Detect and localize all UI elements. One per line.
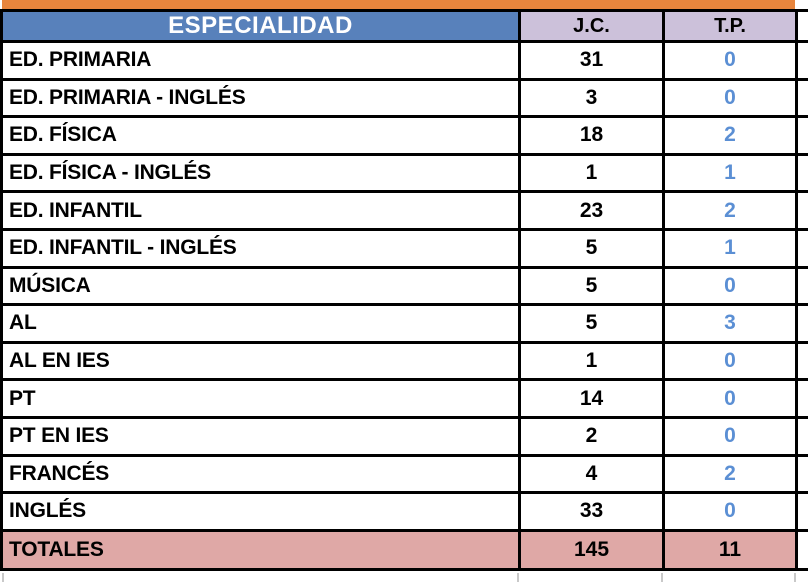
gridline [2,573,4,582]
stub-cell [795,152,808,194]
totals-jc-cell[interactable]: 145 [518,528,665,571]
specialty-cell[interactable]: PT EN IES [0,415,521,457]
specialty-cell[interactable]: AL EN IES [0,340,521,382]
tp-value-cell[interactable]: 0 [662,77,798,119]
specialty-cell[interactable]: PT [0,378,521,419]
specialty-cell[interactable]: INGLÉS [0,491,521,532]
next-row-sliver [0,573,808,582]
stub-cell [795,190,808,231]
table-footer: TOTALES 145 11 [0,528,808,571]
jc-value-cell[interactable]: 5 [518,265,665,307]
jc-value-cell[interactable]: 18 [518,115,665,156]
table-row: ED. FÍSICA 18 2 [0,115,808,156]
stub-cell [795,227,808,269]
specialty-cell[interactable]: ED. INFANTIL - INGLÉS [0,227,521,269]
tp-value-cell[interactable]: 3 [662,303,798,344]
table-row: ED. INFANTIL - INGLÉS 5 1 [0,227,808,269]
tp-value-cell[interactable]: 1 [662,227,798,269]
table-row: FRANCÉS 4 2 [0,453,808,495]
table-row: MÚSICA 5 0 [0,265,808,307]
tp-value-cell[interactable]: 2 [662,453,798,495]
table-row: PT EN IES 2 0 [0,415,808,457]
specialties-table: ESPECIALIDAD J.C. T.P. ED. PRIMARIA 31 0… [0,9,808,571]
jc-value-cell[interactable]: 5 [518,227,665,269]
stub-cell [795,378,808,419]
table-row: AL EN IES 1 0 [0,340,808,382]
specialty-cell[interactable]: FRANCÉS [0,453,521,495]
table-row: ED. FÍSICA - INGLÉS 1 1 [0,152,808,194]
table-row: INGLÉS 33 0 [0,491,808,532]
totals-row: TOTALES 145 11 [0,528,808,571]
jc-value-cell[interactable]: 4 [518,453,665,495]
stub-cell [795,491,808,532]
header-cell-tp[interactable]: T.P. [662,9,798,43]
tp-value-cell[interactable]: 2 [662,190,798,231]
header-cell-jc[interactable]: J.C. [518,9,665,43]
gridline [661,573,663,582]
stub-cell [795,415,808,457]
tp-value-cell[interactable]: 1 [662,152,798,194]
orange-top-bar [2,0,795,9]
header-cell-especialidad[interactable]: ESPECIALIDAD [0,9,521,43]
stub-cell [795,453,808,495]
specialty-cell[interactable]: ED. PRIMARIA - INGLÉS [0,77,521,119]
specialty-cell[interactable]: ED. INFANTIL [0,190,521,231]
tp-value-cell[interactable]: 0 [662,265,798,307]
jc-value-cell[interactable]: 2 [518,415,665,457]
stub-cell [795,40,808,81]
header-row: ESPECIALIDAD J.C. T.P. [0,9,808,43]
jc-value-cell[interactable]: 23 [518,190,665,231]
jc-value-cell[interactable]: 1 [518,152,665,194]
jc-value-cell[interactable]: 14 [518,378,665,419]
totals-stub-cell [795,528,808,571]
specialty-cell[interactable]: ED. PRIMARIA [0,40,521,81]
jc-value-cell[interactable]: 31 [518,40,665,81]
table-row: ED. INFANTIL 23 2 [0,190,808,231]
gridline [517,573,519,582]
table-row: PT 14 0 [0,378,808,419]
gridline [794,573,796,582]
specialty-cell[interactable]: ED. FÍSICA - INGLÉS [0,152,521,194]
table-body: ED. PRIMARIA 31 0 ED. PRIMARIA - INGLÉS … [0,40,808,532]
jc-value-cell[interactable]: 1 [518,340,665,382]
totals-tp-cell[interactable]: 11 [662,528,798,571]
table-header: ESPECIALIDAD J.C. T.P. [0,9,808,43]
specialty-cell[interactable]: AL [0,303,521,344]
totals-label-cell[interactable]: TOTALES [0,528,521,571]
tp-value-cell[interactable]: 0 [662,415,798,457]
stub-cell [795,265,808,307]
stub-cell [795,77,808,119]
tp-value-cell[interactable]: 0 [662,340,798,382]
jc-value-cell[interactable]: 5 [518,303,665,344]
table-row: AL 5 3 [0,303,808,344]
jc-value-cell[interactable]: 33 [518,491,665,532]
table-row: ED. PRIMARIA 31 0 [0,40,808,81]
jc-value-cell[interactable]: 3 [518,77,665,119]
tp-value-cell[interactable]: 0 [662,40,798,81]
specialty-cell[interactable]: ED. FÍSICA [0,115,521,156]
table-row: ED. PRIMARIA - INGLÉS 3 0 [0,77,808,119]
header-cell-stub [795,9,808,43]
tp-value-cell[interactable]: 0 [662,491,798,532]
specialty-cell[interactable]: MÚSICA [0,265,521,307]
tp-value-cell[interactable]: 2 [662,115,798,156]
stub-cell [795,303,808,344]
tp-value-cell[interactable]: 0 [662,378,798,419]
stub-cell [795,340,808,382]
stub-cell [795,115,808,156]
